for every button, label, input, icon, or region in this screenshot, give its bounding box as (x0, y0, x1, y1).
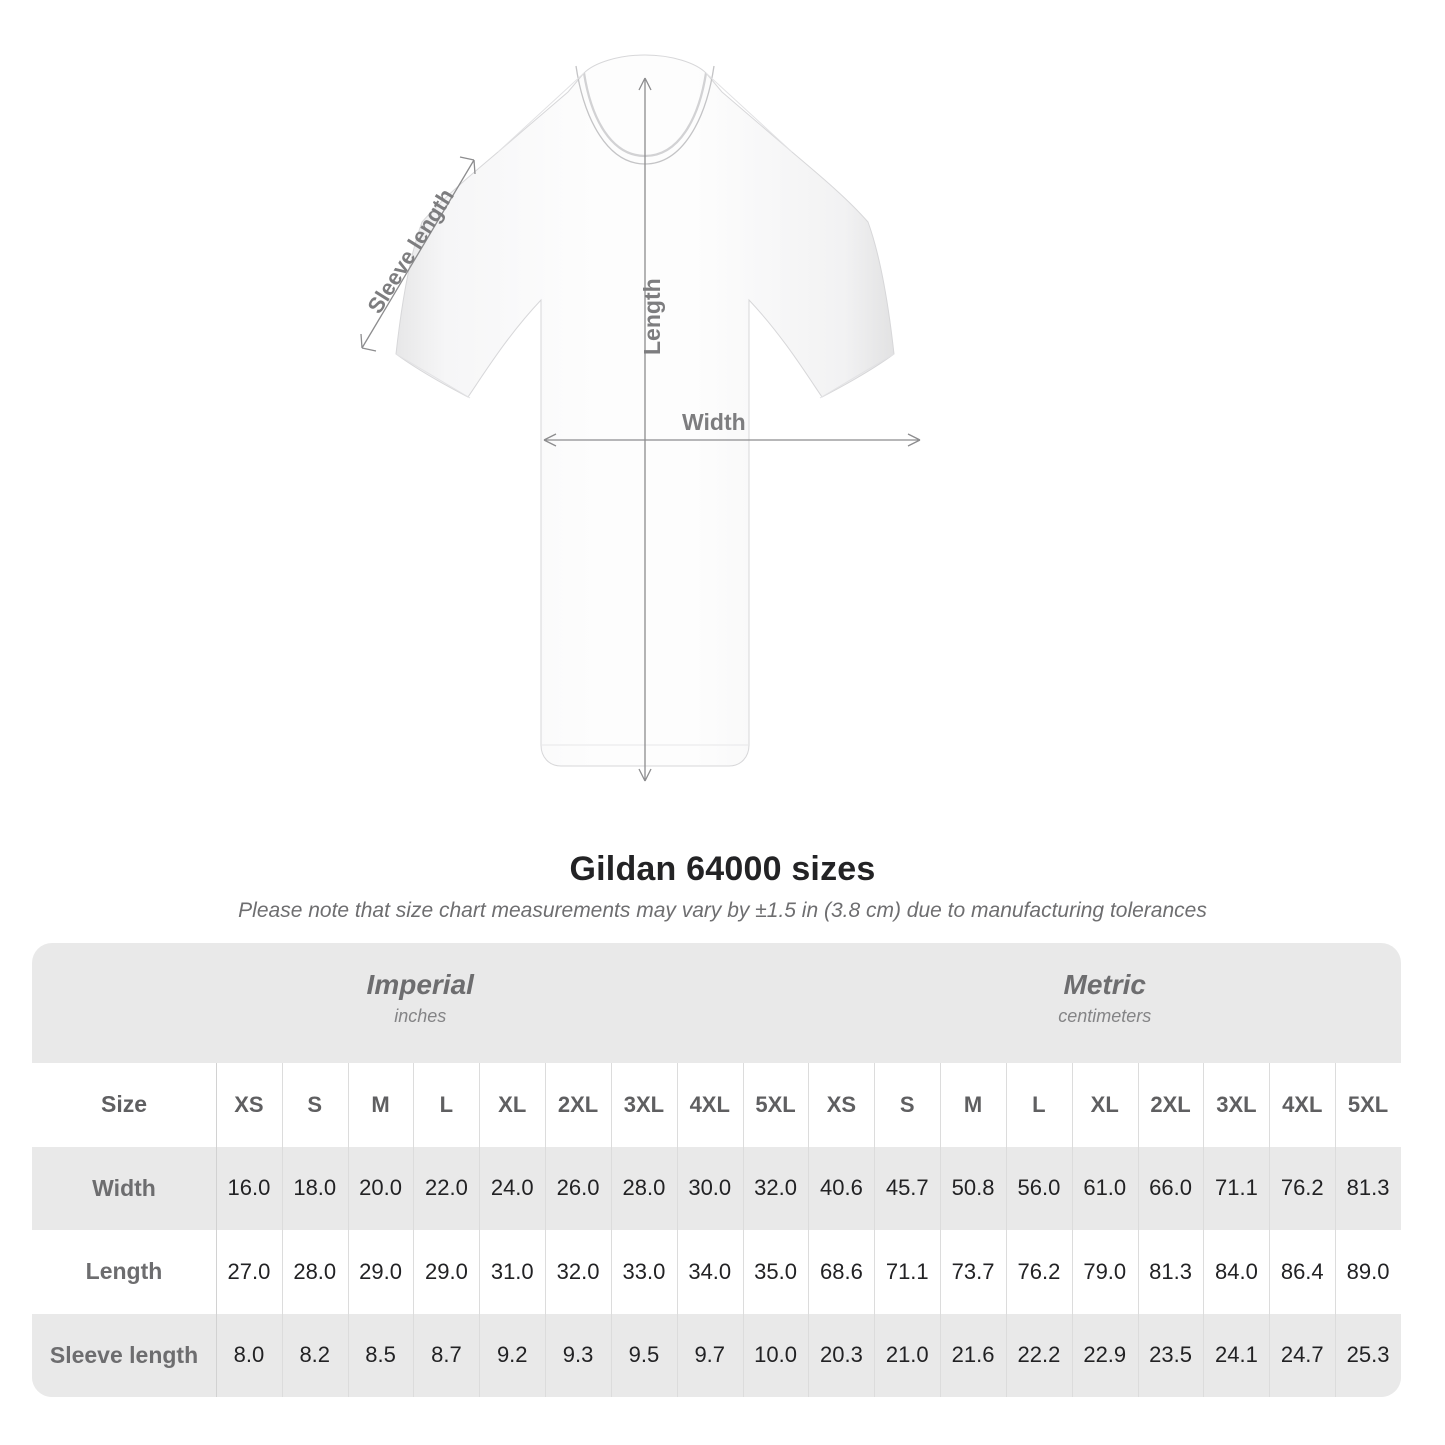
svg-text:Width: Width (682, 409, 746, 435)
svg-text:Length: Length (639, 278, 665, 355)
